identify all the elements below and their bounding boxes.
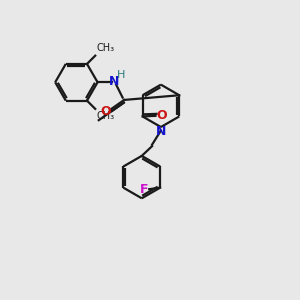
- Text: H: H: [117, 70, 125, 80]
- Text: O: O: [100, 105, 111, 118]
- Text: F: F: [140, 183, 149, 196]
- Text: CH₃: CH₃: [96, 111, 115, 121]
- Text: CH₃: CH₃: [96, 43, 115, 53]
- Text: N: N: [156, 125, 166, 138]
- Text: O: O: [156, 109, 167, 122]
- Text: N: N: [109, 75, 119, 88]
